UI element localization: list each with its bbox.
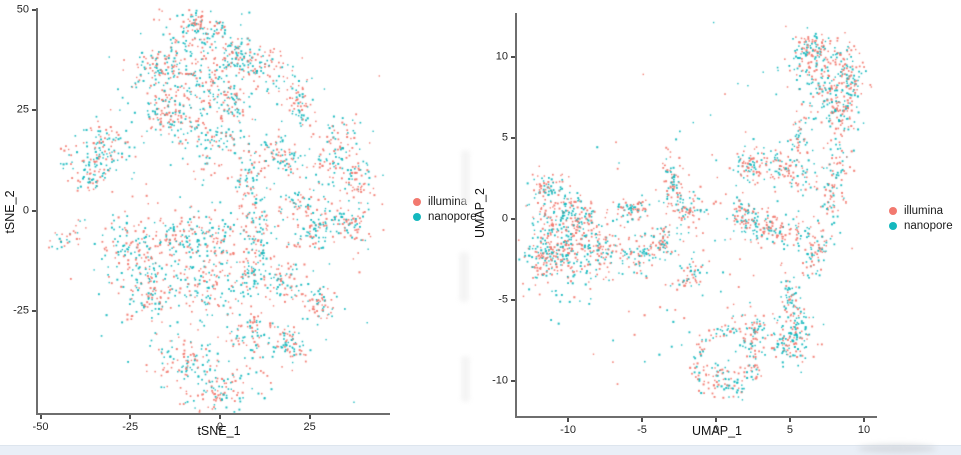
x-tick-label: -25 — [122, 421, 139, 433]
y-tick-mark — [511, 380, 515, 382]
scan-artifact-streak — [461, 150, 470, 205]
nanopore-dot-icon — [889, 222, 897, 230]
x-tick-label: 0 — [216, 421, 223, 433]
legend-item-nanopore: nanopore — [889, 220, 953, 232]
y-tick-mark — [32, 309, 36, 312]
legend-label-illumina: illumina — [904, 205, 943, 217]
umap-x-axis-title: UMAP_1 — [691, 424, 743, 438]
y-tick-label: 0 — [501, 212, 508, 225]
y-tick-mark — [511, 218, 515, 221]
tsne-y-axis-title: tSNE_2 — [3, 190, 17, 234]
y-tick-label: -25 — [13, 304, 29, 317]
legend-item-illumina: illumina — [413, 196, 477, 208]
x-tick-label: 5 — [786, 424, 794, 436]
x-tick-mark — [39, 415, 42, 419]
x-tick-mark — [218, 415, 221, 419]
x-tick-mark — [862, 418, 865, 422]
y-tick-mark — [32, 109, 36, 112]
x-tick-label: -5 — [637, 424, 647, 436]
x-tick-label: 10 — [857, 424, 871, 436]
x-axis-line — [36, 413, 390, 415]
y-tick-label: 5 — [501, 131, 508, 144]
umap-y-axis-title: UMAP_2 — [473, 187, 487, 239]
x-tick-mark — [788, 418, 791, 422]
y-tick-mark — [511, 299, 515, 302]
y-axis-line — [515, 13, 517, 418]
umap-points-canvas — [460, 0, 961, 443]
x-tick-label: 25 — [303, 421, 316, 433]
x-tick-label: -10 — [560, 424, 576, 436]
y-tick-mark — [511, 56, 515, 59]
y-tick-label: -5 — [498, 293, 508, 306]
x-tick-mark — [641, 418, 644, 422]
x-tick-mark — [129, 415, 132, 419]
y-axis-line — [36, 8, 38, 415]
x-tick-mark — [308, 415, 311, 419]
x-tick-mark — [567, 418, 570, 422]
scan-artifact-streak — [459, 252, 469, 302]
tsne-points-canvas — [0, 0, 461, 443]
legend-item-illumina: illumina — [889, 205, 953, 217]
nanopore-dot-icon — [413, 213, 421, 221]
y-tick-label: 10 — [495, 50, 508, 63]
tsne-x-axis-title: tSNE_1 — [197, 424, 241, 438]
legend-label-illumina: illumina — [428, 196, 467, 208]
y-tick-label: 25 — [16, 103, 29, 116]
x-tick-label: 0 — [712, 424, 720, 436]
y-tick-label: 50 — [16, 3, 29, 16]
y-tick-mark — [32, 209, 36, 212]
x-axis-line — [515, 416, 877, 418]
umap-plot-panel: UMAP_2 UMAP_1 illumina nanopore -10 -5 0 5 1… — [460, 0, 961, 443]
y-tick-label: -10 — [492, 374, 508, 387]
x-tick-label: -50 — [32, 421, 49, 433]
umap-legend: illumina nanopore — [889, 205, 953, 232]
tsne-plot-panel: tSNE_2 tSNE_1 illumina nanopore -50 -25 0 2… — [0, 0, 477, 443]
cursor-smudge-artifact — [858, 444, 936, 453]
y-tick-mark — [32, 9, 36, 12]
x-tick-mark — [715, 418, 717, 422]
scan-artifact-streak — [461, 356, 470, 402]
bottom-window-strip — [0, 445, 961, 455]
illumina-dot-icon — [413, 198, 421, 206]
illumina-dot-icon — [889, 207, 897, 215]
y-tick-mark — [511, 137, 515, 140]
y-tick-label: 0 — [22, 204, 29, 216]
legend-label-nanopore: nanopore — [904, 220, 953, 232]
